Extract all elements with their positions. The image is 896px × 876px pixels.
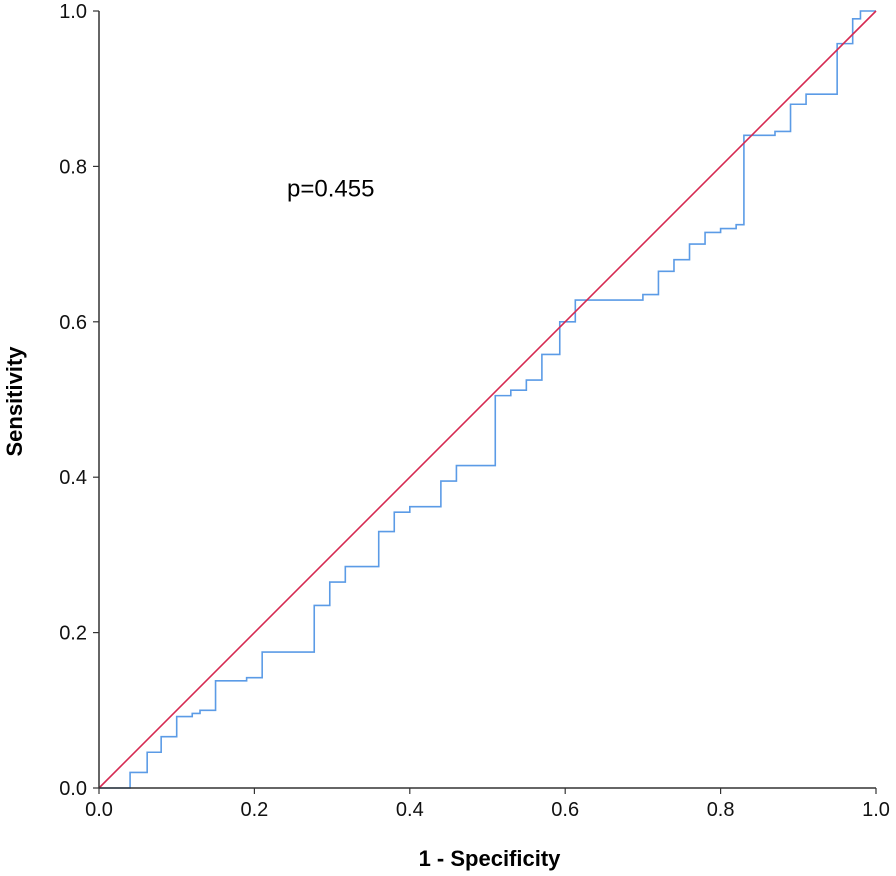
plot-area: [98, 10, 877, 789]
y-tick-label: 0.2: [59, 623, 87, 645]
y-tick-label: 0.8: [59, 156, 87, 178]
roc-curve-line: [99, 10, 876, 789]
x-tick-label: 1.0: [862, 799, 890, 821]
y-axis-title: Sensitivity: [2, 346, 27, 457]
y-ticks: 0.0 0.2 0.4 0.6 0.8 1.0: [59, 1, 99, 800]
x-tick-label: 0.2: [240, 799, 268, 821]
y-tick-label: 1.0: [59, 1, 87, 23]
axes: [98, 11, 876, 789]
x-ticks: 0.0 0.2 0.4 0.6 0.8 1.0: [85, 788, 890, 821]
x-tick-label: 0.8: [707, 799, 735, 821]
x-axis-title: 1 - Specificity: [419, 846, 562, 871]
x-tick-label: 0.0: [85, 799, 113, 821]
y-tick-label: 0.6: [59, 312, 87, 334]
x-tick-label: 0.4: [396, 799, 424, 821]
y-tick-label: 0.0: [59, 778, 87, 800]
reference-diagonal-line: [98, 10, 877, 789]
x-tick-label: 0.6: [551, 799, 579, 821]
p-value-annotation: p=0.455: [287, 175, 374, 202]
y-tick-label: 0.4: [59, 467, 87, 489]
